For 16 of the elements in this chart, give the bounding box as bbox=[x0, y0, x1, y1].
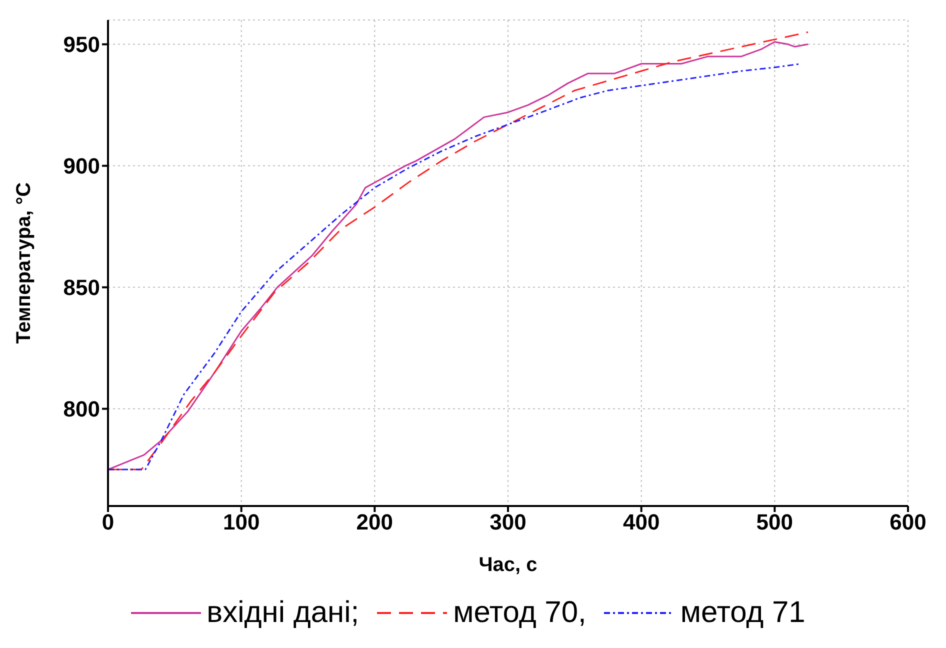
legend-label: метод 71 bbox=[680, 596, 806, 630]
x-tick-label: 300 bbox=[490, 510, 526, 535]
y-tick-label: 900 bbox=[63, 154, 100, 179]
x-axis-title: Час, с bbox=[478, 554, 538, 576]
x-tick-label: 500 bbox=[756, 510, 794, 535]
x-tick-label: 0 bbox=[102, 510, 114, 535]
x-tick-label: 400 bbox=[622, 510, 660, 535]
y-tick-label: 950 bbox=[63, 32, 100, 58]
legend-label: метод 70, bbox=[453, 596, 586, 630]
x-tick-label: 100 bbox=[222, 510, 260, 535]
legend-label: вхідні дані; bbox=[206, 596, 360, 630]
y-tick-label: 850 bbox=[63, 275, 100, 300]
y-tick-label: 800 bbox=[63, 396, 100, 422]
y-axis-title: Температура, °C bbox=[13, 182, 36, 344]
x-tick-label: 200 bbox=[356, 510, 394, 535]
x-tick-label: 600 bbox=[890, 510, 926, 535]
